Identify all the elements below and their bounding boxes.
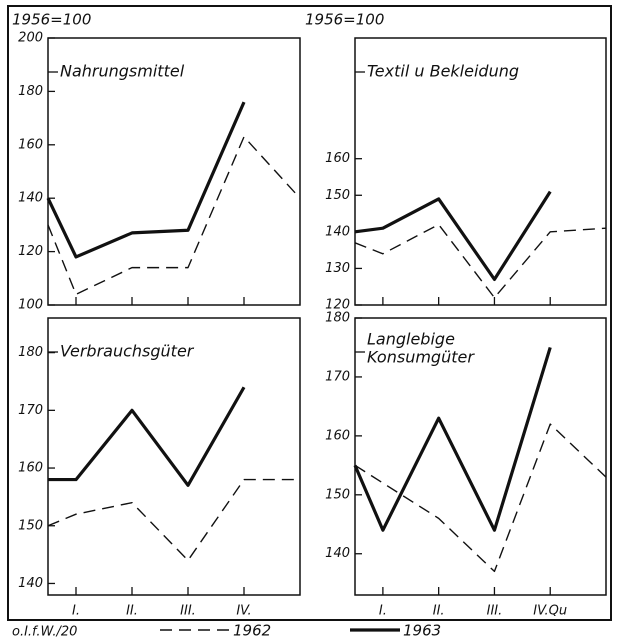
x-tick-label: III. <box>180 604 196 619</box>
y-tick-label: 140 <box>18 191 43 206</box>
x-tick-label: I. <box>379 604 387 619</box>
y-tick-label: 180 <box>325 311 350 326</box>
x-tick-label: II. <box>433 604 445 619</box>
y-tick-label: 100 <box>18 298 43 313</box>
y-tick-label: 120 <box>325 298 350 313</box>
index-label: 1956=100 <box>305 11 384 29</box>
y-tick-label: 150 <box>325 487 350 502</box>
y-tick-label: 160 <box>325 151 350 166</box>
legend-label: 1963 <box>403 622 441 640</box>
y-tick-label: 140 <box>18 576 43 591</box>
panel-title: Verbrauchsgüter <box>60 342 195 361</box>
series-line <box>47 478 300 562</box>
panel-title: Nahrungsmittel <box>60 62 185 81</box>
series-line <box>48 386 246 487</box>
series-line <box>47 136 301 296</box>
frame <box>7 5 612 621</box>
y-tick-label: 150 <box>325 188 350 203</box>
x-tick-label: III. <box>487 604 503 619</box>
y-tick-label: 140 <box>325 224 350 239</box>
y-tick-label: 180 <box>18 345 43 360</box>
series-line <box>353 347 552 532</box>
y-tick-label: 130 <box>325 261 350 276</box>
y-tick-label: 170 <box>18 403 43 418</box>
y-tick-label: 120 <box>18 244 43 259</box>
panel <box>354 37 607 306</box>
series-line <box>354 423 607 573</box>
y-tick-label: 170 <box>325 369 350 384</box>
y-tick-label: 160 <box>18 461 43 476</box>
panel <box>354 317 607 596</box>
y-tick-label: 160 <box>325 428 350 443</box>
y-tick-label: 160 <box>18 137 43 152</box>
series-line <box>46 101 246 259</box>
series-line <box>354 223 607 299</box>
panel-title: Langlebige <box>367 330 455 349</box>
y-tick-label: 200 <box>18 31 43 46</box>
panel-title: Konsumgüter <box>367 348 475 367</box>
index-label: 1956=100 <box>12 11 91 29</box>
x-tick-label: IV.Qu <box>533 604 567 619</box>
y-tick-label: 140 <box>325 546 350 561</box>
x-tick-label: IV. <box>236 604 251 619</box>
legend-label: 1962 <box>233 622 271 640</box>
y-tick-label: 150 <box>18 518 43 533</box>
source: o.I.f.W./20 <box>12 625 77 640</box>
panel <box>47 317 301 596</box>
panel-title: Textil u Bekleidung <box>367 62 519 81</box>
panel <box>47 37 301 306</box>
y-tick-label: 180 <box>18 84 43 99</box>
x-tick-label: II. <box>126 604 138 619</box>
series-line <box>354 190 552 281</box>
x-tick-label: I. <box>72 604 80 619</box>
